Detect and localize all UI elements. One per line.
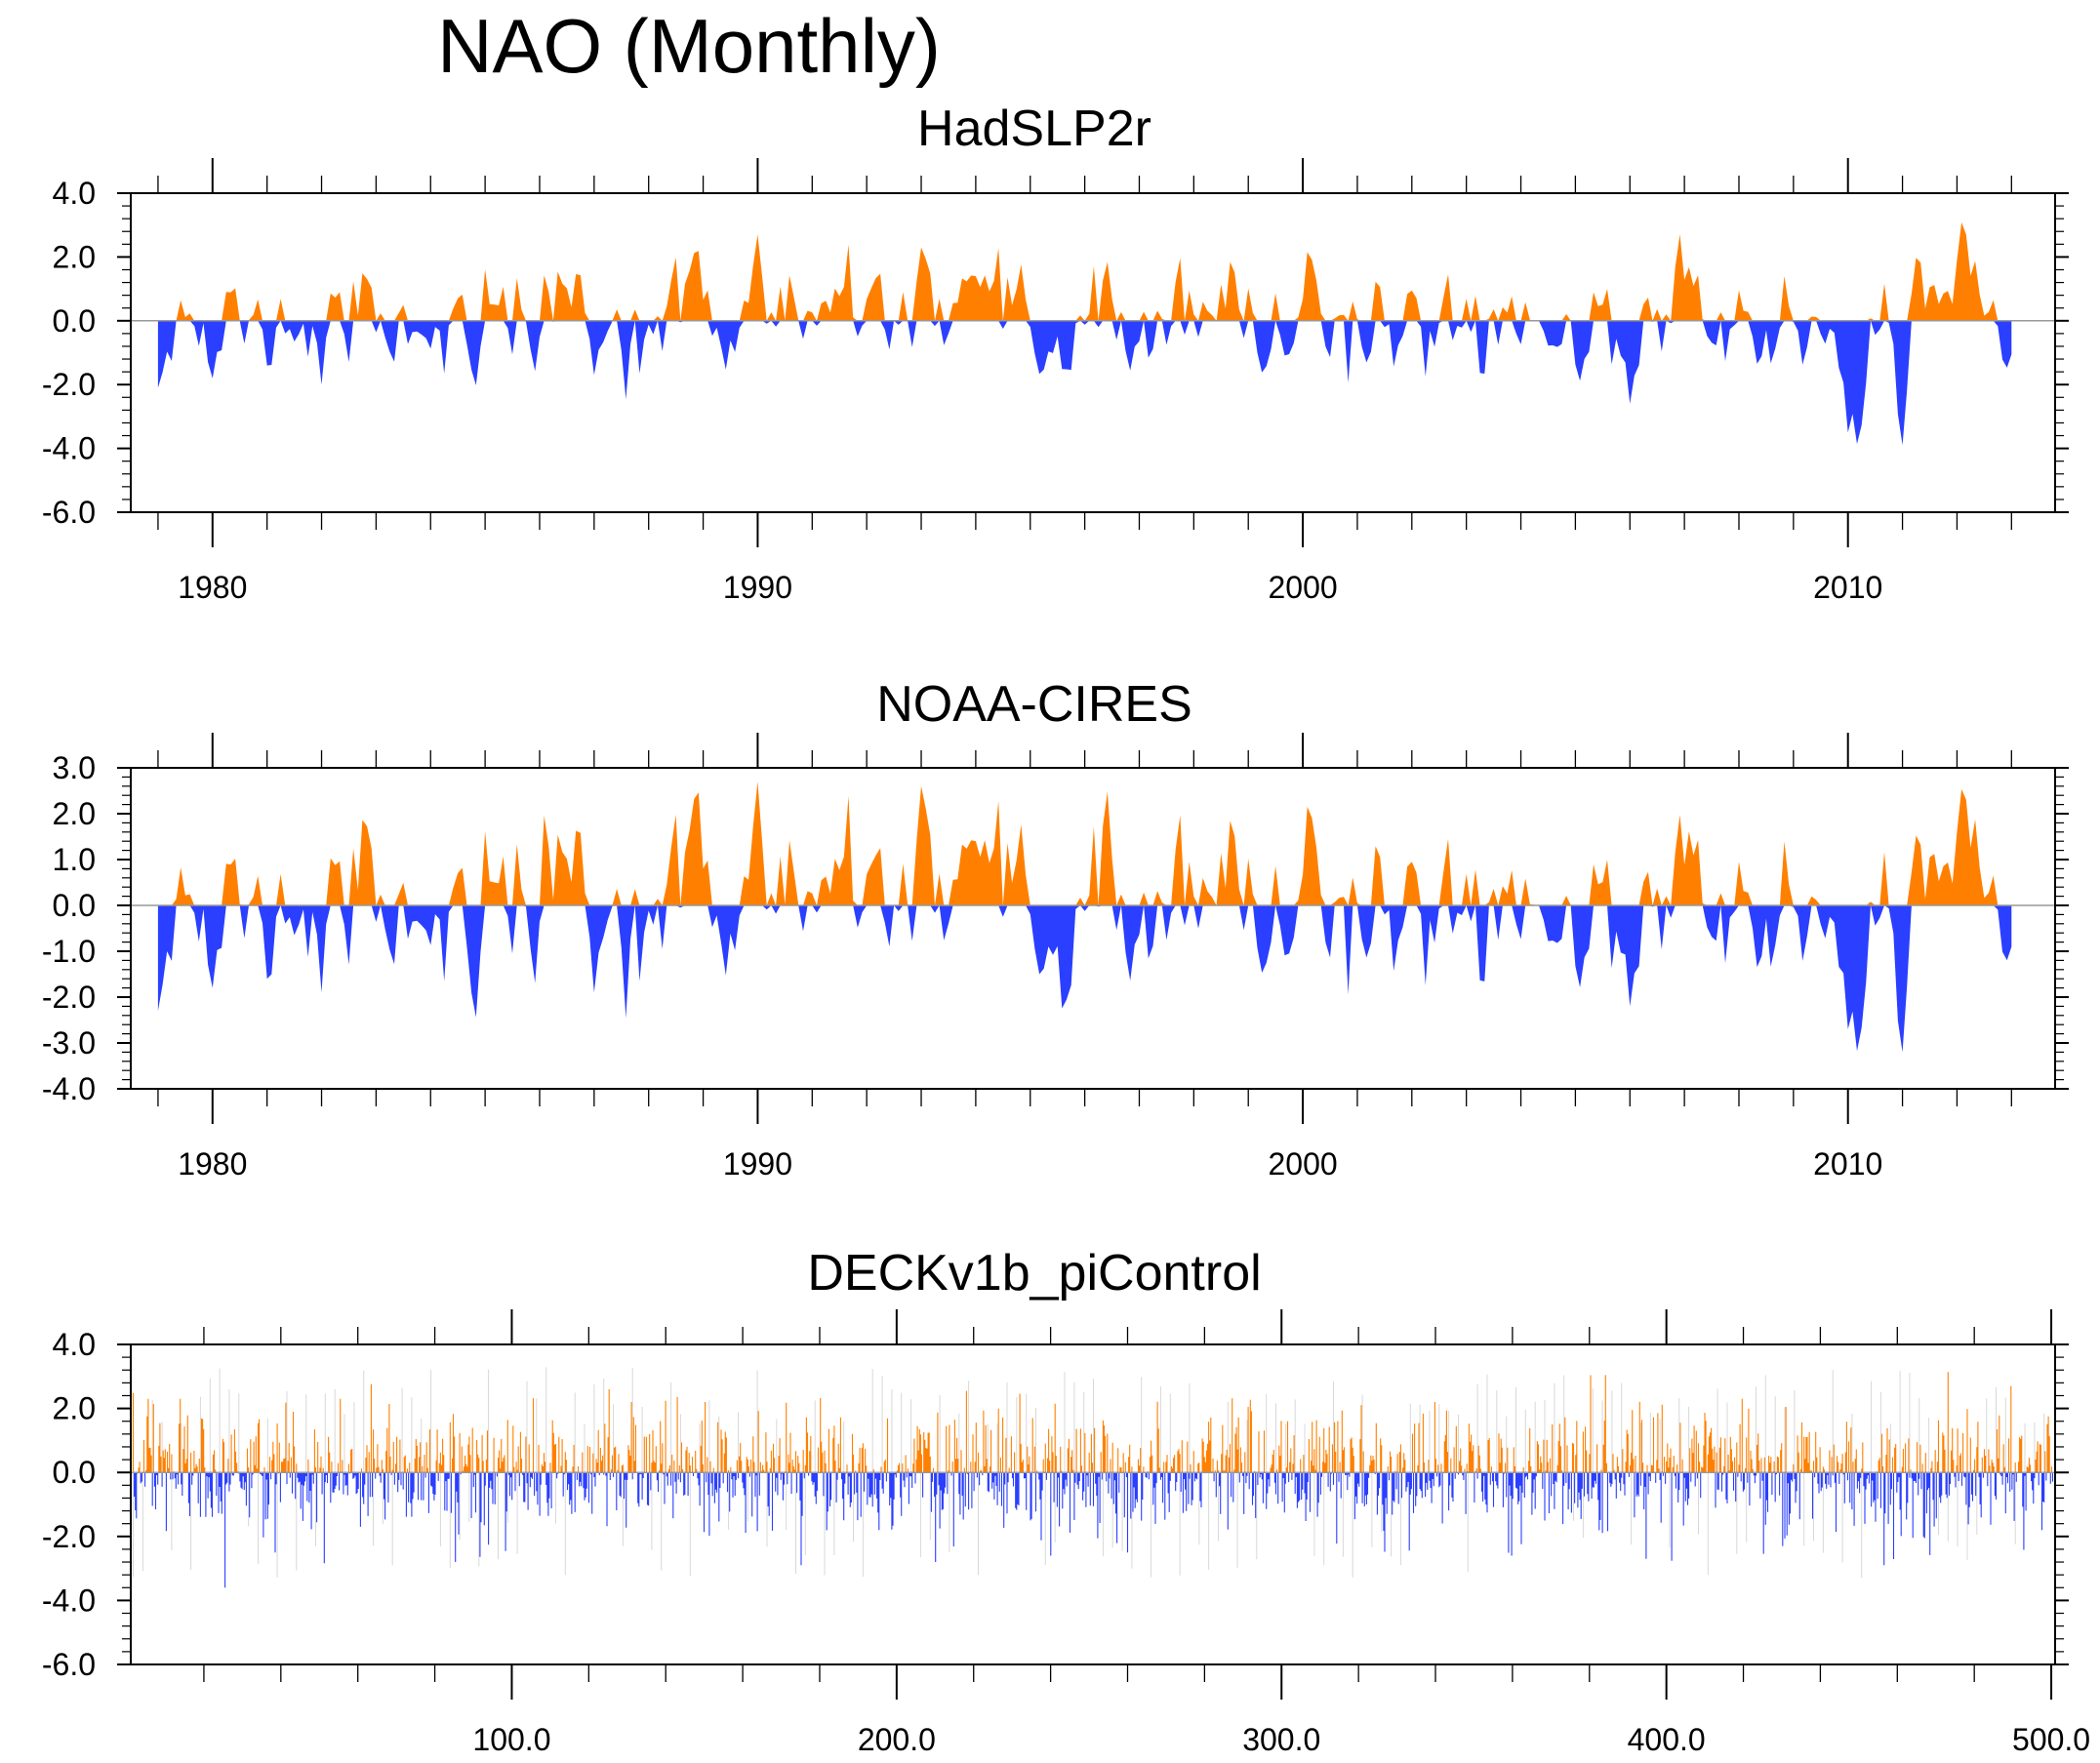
- plot-frame: [130, 767, 2056, 1090]
- x-tick-label: 2010: [1813, 1146, 1882, 1182]
- x-tick-label: 2010: [1813, 570, 1882, 605]
- y-tick-label: -4.0: [42, 1071, 96, 1106]
- panel-title-noaa-cires: NOAA-CIRES: [876, 676, 1192, 733]
- chart-panel-3: -6.0 -4.0 -2.0 0.0 2.0 4.0 100.0 200.0 300.0 400.…: [42, 1309, 2090, 1757]
- y-tick-label: 2.0: [53, 796, 96, 831]
- y-tick-label: -1.0: [42, 934, 96, 969]
- x-tick-label: 200.0: [858, 1722, 936, 1757]
- y-tick-label: 2.0: [53, 239, 96, 274]
- negative-area: [157, 905, 2012, 1053]
- positive-area: [157, 221, 2012, 321]
- y-tick-label: -2.0: [42, 980, 96, 1015]
- x-tick-label: 500.0: [2012, 1722, 2090, 1757]
- y-tick-label: -4.0: [42, 431, 96, 466]
- background-spread-bars: [133, 1367, 2045, 1579]
- x-tick-label: 1980: [178, 1146, 247, 1182]
- y-tick-label: -2.0: [42, 1519, 96, 1554]
- x-tick-label: 2000: [1268, 1146, 1337, 1182]
- y-tick-label: 4.0: [53, 176, 96, 211]
- y-tick-label: 4.0: [53, 1327, 96, 1362]
- y-tick-label: 1.0: [53, 842, 96, 877]
- y-tick-label: -6.0: [42, 495, 96, 530]
- chart-panel-1: -6.0 -4.0 -2.0 0.0 2.0 4.0 1980 1990 2000 2010: [42, 158, 2069, 605]
- y-tick-label: -2.0: [42, 367, 96, 402]
- x-tick-label: 1990: [723, 570, 792, 605]
- y-tick-label: -6.0: [42, 1647, 96, 1682]
- y-tick-label: 3.0: [53, 750, 96, 785]
- chart-panel-2: -4.0 -3.0 -2.0 -1.0 0.0 1.0 2.0 3.0 1980 1990 2000…: [42, 733, 2069, 1182]
- y-tick-label: -4.0: [42, 1583, 96, 1618]
- x-tick-label: 1990: [723, 1146, 792, 1182]
- x-tick-label: 300.0: [1242, 1722, 1320, 1757]
- negative-area: [157, 320, 2012, 446]
- y-tick-label: 2.0: [53, 1391, 96, 1426]
- plot-frame: [130, 192, 2056, 513]
- positive-bars: [132, 1372, 2052, 1473]
- x-tick-label: 1980: [178, 570, 247, 605]
- x-tick-label: 2000: [1268, 570, 1337, 605]
- y-tick-label: 0.0: [53, 303, 96, 339]
- y-tick-label: -3.0: [42, 1025, 96, 1061]
- y-tick-label: 0.0: [53, 1455, 96, 1490]
- figure-title: NAO (Monthly): [437, 3, 941, 89]
- positive-area: [157, 781, 2012, 905]
- panel-title-deckv1b-picontrol: DECKv1b_piControl: [807, 1245, 1262, 1302]
- x-tick-label: 400.0: [1628, 1722, 1706, 1757]
- y-tick-label: 0.0: [53, 888, 96, 923]
- negative-bars: [134, 1472, 2054, 1588]
- panel-title-hadslp2r: HadSLP2r: [917, 100, 1151, 157]
- x-tick-label: 100.0: [472, 1722, 550, 1757]
- plot-frame: [130, 1343, 2056, 1665]
